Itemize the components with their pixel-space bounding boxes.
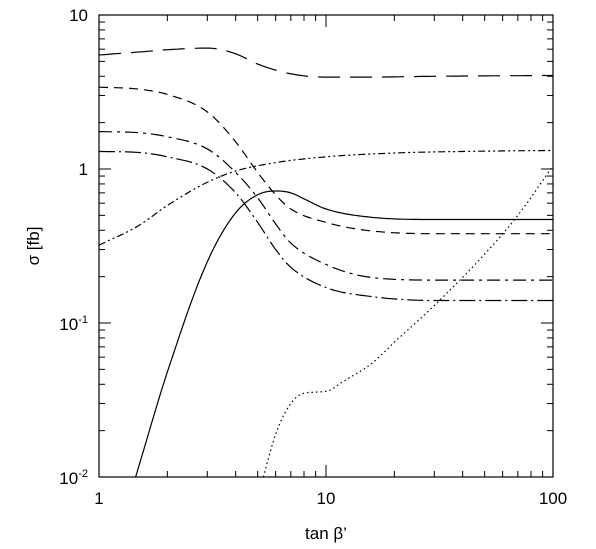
y-tick-label: 10-2 (59, 468, 88, 488)
series-layer (98, 47, 554, 478)
series-line-dash (98, 86, 553, 235)
series-line-solid (135, 190, 553, 478)
x-axis-label: tan β’ (305, 524, 347, 543)
y-tick-label: 10 (69, 6, 88, 25)
x-tick-label: 100 (539, 489, 567, 508)
x-tick-label: 10 (317, 489, 336, 508)
tick-labels: 1 10 100 10-2 10-1 1 10 (59, 6, 567, 508)
series-line-long-dash (98, 47, 553, 78)
plot-frame (98, 14, 554, 478)
series-line-dotted (262, 165, 554, 478)
y-tick-label: 10-1 (59, 314, 88, 334)
y-axis-label: σ [fb] (24, 227, 43, 266)
series-line-dash-dot-dot (98, 149, 554, 246)
x-tick-label: 1 (94, 489, 103, 508)
tick-layer (98, 14, 554, 478)
y-tick-label: 1 (79, 160, 88, 179)
series-line-dash-dot (99, 131, 553, 281)
series-line-long-dash-dot (99, 150, 553, 302)
